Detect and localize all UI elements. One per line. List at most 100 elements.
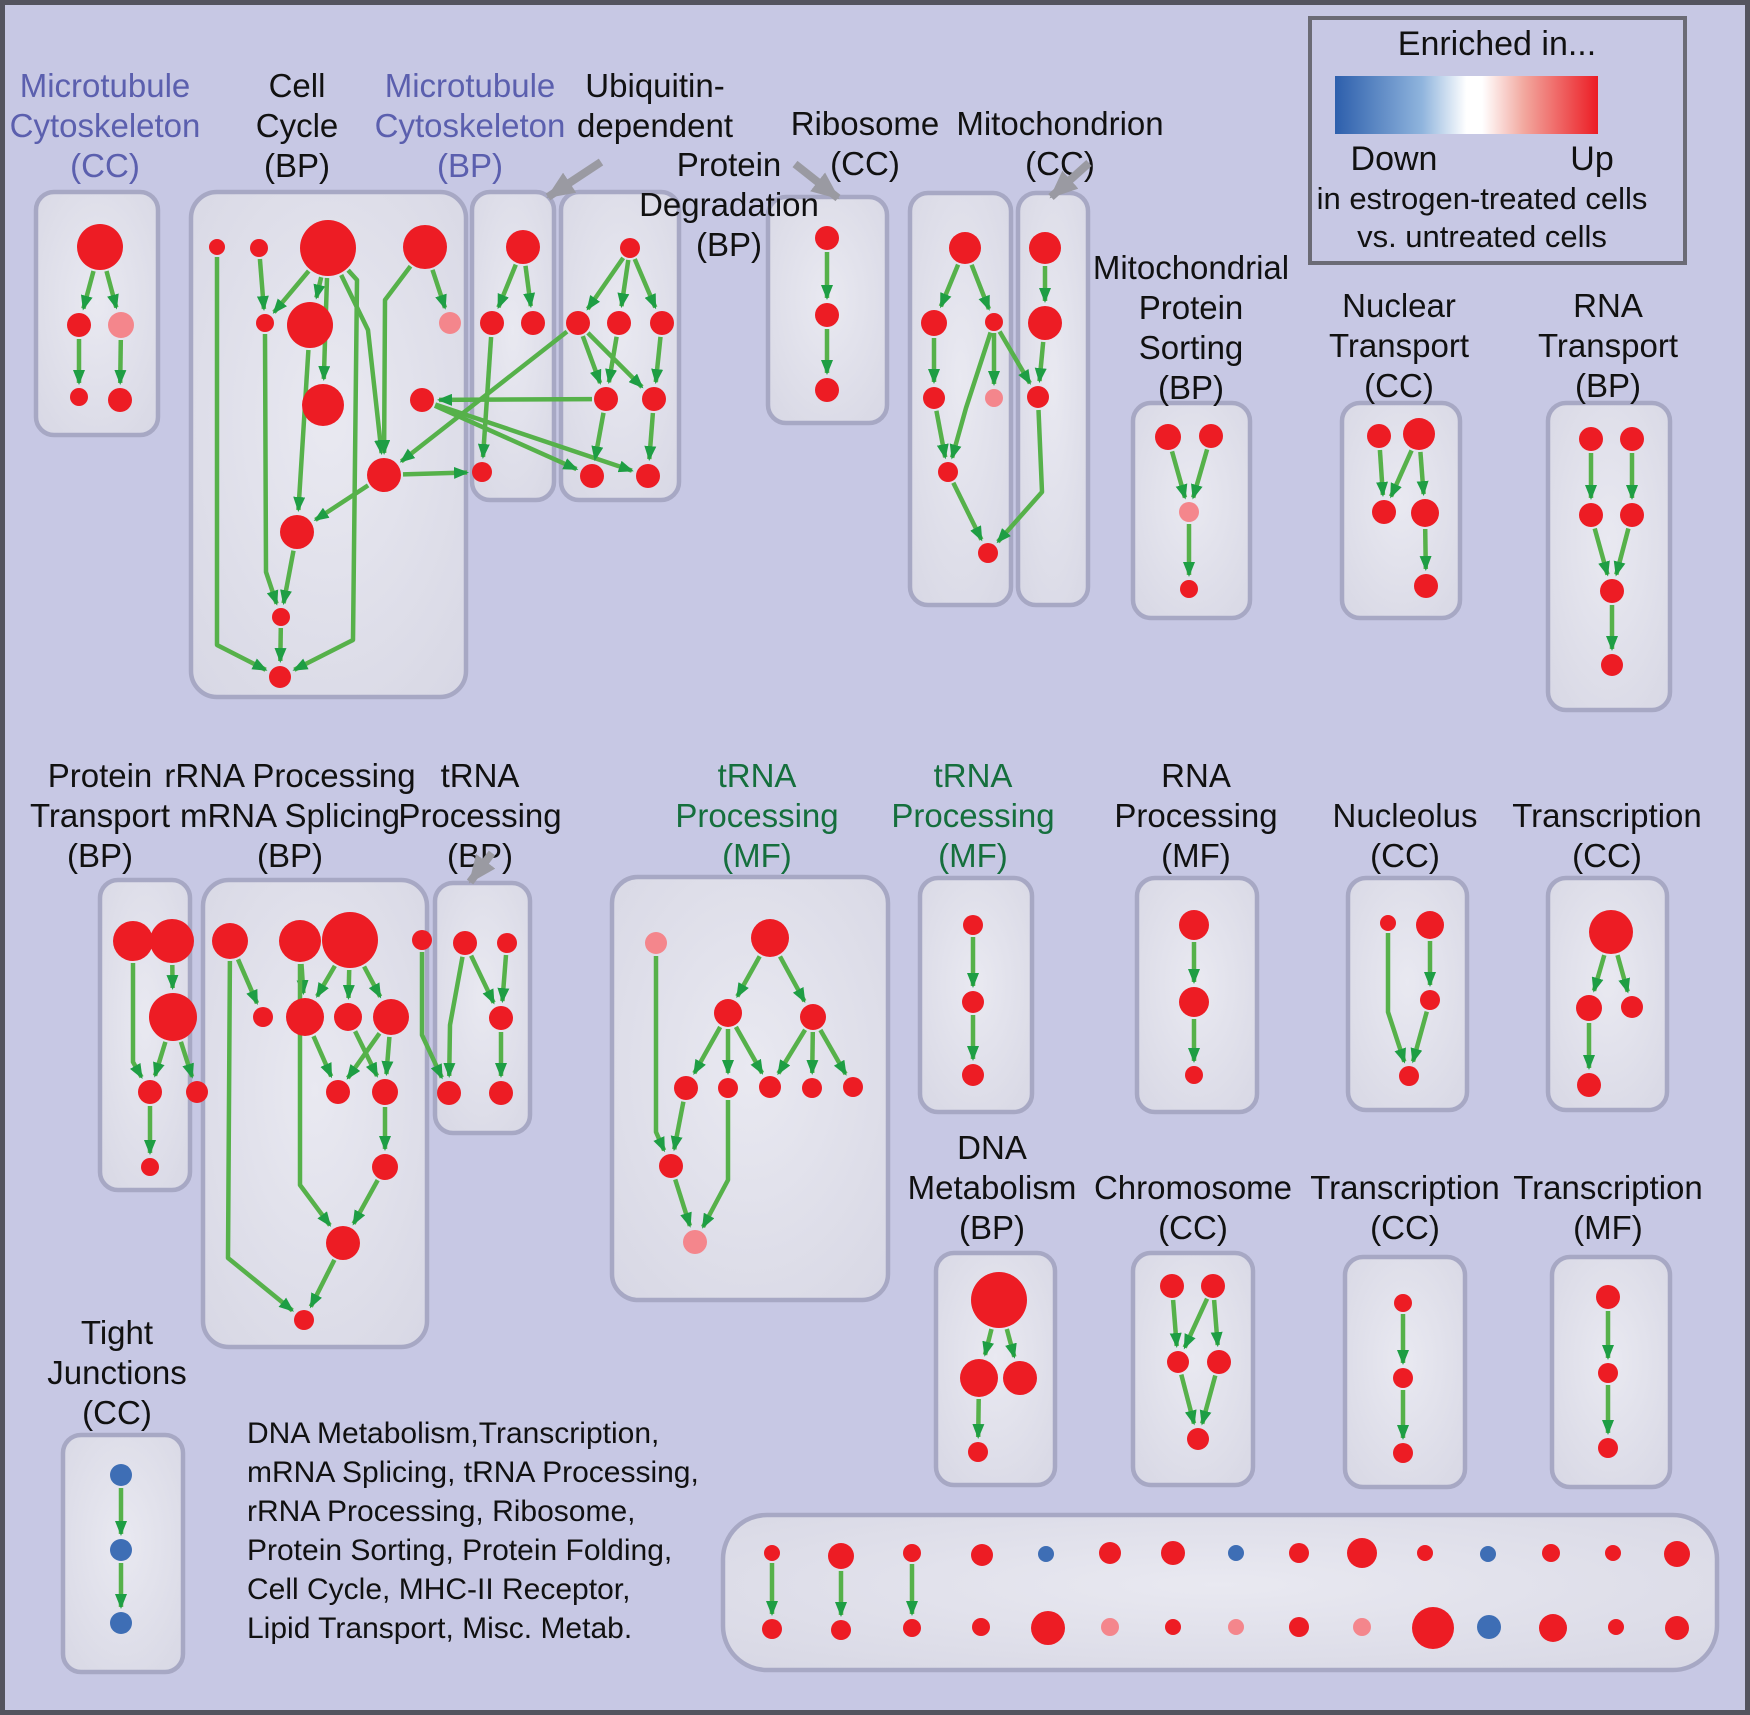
gene-node-c13 [269, 666, 291, 688]
group-label-line: (CC) [830, 145, 900, 182]
edge-ch2-ch3 [1182, 1297, 1210, 1350]
edge-s12-s13 [308, 1258, 337, 1309]
gene-node-t3 [1579, 503, 1603, 527]
edge-r1-r2 [938, 263, 961, 309]
gene-node-k13b [1539, 1614, 1567, 1642]
gene-node-a3 [108, 312, 134, 338]
gene-node-s2 [279, 920, 321, 962]
edge-tb2-tb3 [497, 954, 510, 1004]
edge-r1-r3 [969, 263, 991, 311]
gene-node-s3 [322, 912, 378, 968]
group-label-tcmf: Transcription (MF) [1513, 1169, 1703, 1246]
callout-ubiq-left-icon [545, 158, 604, 201]
gene-node-m3 [1027, 386, 1049, 408]
edge-c9-u7 [433, 403, 579, 472]
group-label-line: Transport [30, 797, 170, 834]
legend-subtitle-line: vs. untreated cells [1357, 219, 1607, 254]
gene-node-k3b [903, 1619, 921, 1637]
gene-node-s9 [326, 1080, 350, 1104]
gene-node-k11t [1417, 1545, 1433, 1561]
edge-s6-s9 [311, 1035, 334, 1079]
edge-s11-s12 [351, 1179, 380, 1226]
group-label-ntcc: Nuclear Transport (CC) [1329, 287, 1469, 404]
gene-node-t5 [1600, 579, 1624, 603]
edge-r6-r7 [951, 481, 984, 542]
gene-node-k2b [831, 1620, 851, 1640]
edge-m3-r7 [996, 409, 1045, 544]
gene-node-k8t [1228, 1545, 1244, 1561]
gene-node-tc3 [1621, 996, 1643, 1018]
edge-p1-p3 [1169, 450, 1188, 500]
legend-up-label: Up [1570, 140, 1613, 178]
gene-node-u1 [620, 238, 640, 258]
gene-node-k7b [1165, 1619, 1181, 1635]
gene-node-k6t [1099, 1542, 1121, 1564]
cluster-box-chrcc [1130, 1250, 1256, 1488]
edge-a3-a5 [114, 339, 127, 385]
group-label-line: (BP) [696, 226, 762, 263]
gene-node-d4 [968, 1442, 988, 1462]
gene-node-k1b [762, 1619, 782, 1639]
edge-s3-s7 [342, 969, 355, 1000]
gene-node-mb1 [506, 230, 540, 264]
gene-node-a5 [108, 388, 132, 412]
gene-node-t4 [1620, 503, 1644, 527]
group-label-chrcc: Chromosome (CC) [1094, 1169, 1292, 1246]
group-label-line: Microtubule [20, 67, 191, 104]
gene-node-s5 [253, 1007, 273, 1027]
edge-a1-a2 [80, 270, 96, 311]
gene-node-w4 [800, 1004, 826, 1030]
gene-node-tb4 [437, 1081, 461, 1105]
edge-u5-c9 [437, 393, 593, 406]
edge-mb1-mb2 [496, 263, 518, 310]
gene-node-c9 [410, 388, 434, 412]
gene-node-y1 [1394, 1294, 1412, 1312]
annotation-line: Lipid Transport, Misc. Metab. [247, 1612, 632, 1645]
gene-node-x2 [1179, 987, 1209, 1017]
group-label-line: (CC) [1572, 837, 1642, 874]
gene-node-w9 [843, 1077, 863, 1097]
gene-node-a1 [77, 224, 123, 270]
cluster-box-mtcc [33, 189, 161, 438]
edge-c2-c5 [256, 258, 269, 311]
group-label-line: Mitochondrial [1093, 249, 1289, 286]
gene-node-k15b [1665, 1616, 1689, 1640]
group-label-line: Microtubule [385, 67, 556, 104]
gene-node-z1 [963, 915, 983, 935]
group-label-line: (MF) [722, 837, 792, 874]
edge-w3-w5 [692, 1025, 723, 1075]
gene-node-tc2 [1576, 995, 1602, 1021]
gene-node-k1t [764, 1545, 780, 1561]
gene-node-d2 [960, 1359, 998, 1397]
group-label-mps: Mitochondrial Protein Sorting (BP) [1093, 249, 1289, 406]
gene-node-a2 [67, 313, 91, 337]
gene-node-v1 [815, 226, 839, 250]
edge-c10-mb4 [402, 466, 469, 479]
group-label-nucc: Nucleolus (CC) [1333, 797, 1478, 874]
group-label-line: (BP) [1158, 369, 1224, 406]
gene-node-mb3 [521, 311, 545, 335]
gene-node-s13 [294, 1310, 314, 1330]
group-label-ubiq-top: Ubiquitin-dependent [577, 67, 733, 144]
gene-node-mb2 [480, 311, 504, 335]
gene-node-k6b [1101, 1618, 1119, 1636]
gene-node-r2 [921, 310, 947, 336]
group-label-line: dependent [577, 107, 733, 144]
edge-ch3-ch5 [1179, 1374, 1197, 1426]
gene-node-j2 [110, 1539, 132, 1561]
group-label-line: Transcription [1310, 1169, 1500, 1206]
gene-node-p2 [1199, 424, 1223, 448]
group-label-ubiq-bottom: Protein Degradation (BP) [639, 146, 819, 263]
cluster-box-ntcc [1339, 400, 1463, 621]
edge-w2-w3 [735, 955, 762, 999]
gene-node-mb4 [472, 462, 492, 482]
gene-node-tb1 [453, 931, 477, 955]
edge-w6-w11 [701, 1100, 731, 1229]
edge-u5-u7 [591, 412, 606, 462]
gene-node-j3 [110, 1612, 132, 1634]
group-label-line: Processing [891, 797, 1054, 834]
edge-u2-u5 [580, 335, 603, 385]
gene-node-c8 [302, 384, 344, 426]
edge-p2-p3 [1191, 448, 1210, 500]
